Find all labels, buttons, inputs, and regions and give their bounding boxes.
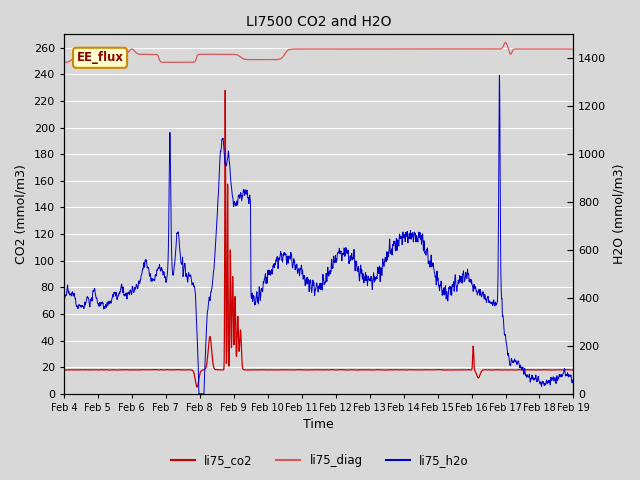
Y-axis label: H2O (mmol/m3): H2O (mmol/m3) <box>612 164 625 264</box>
Legend: li75_co2, li75_diag, li75_h2o: li75_co2, li75_diag, li75_h2o <box>166 449 474 472</box>
li75_diag <box>60 60 68 65</box>
li75_co2 <box>221 87 229 93</box>
li75_h2o <box>255 299 262 304</box>
li75_co2 <box>60 367 68 372</box>
li75_diag <box>440 46 448 52</box>
li75_diag <box>255 57 262 62</box>
li75_co2 <box>392 367 399 372</box>
li75_co2 <box>570 367 577 372</box>
li75_h2o <box>365 278 373 284</box>
li75_co2 <box>440 367 448 373</box>
li75_diag <box>479 46 487 52</box>
li75_diag <box>392 46 399 52</box>
Line: li75_diag: li75_diag <box>64 42 573 62</box>
li75_h2o <box>392 247 399 253</box>
Line: li75_h2o: li75_h2o <box>64 75 573 394</box>
li75_co2 <box>193 384 201 390</box>
X-axis label: Time: Time <box>303 419 334 432</box>
li75_h2o <box>440 287 448 293</box>
li75_h2o <box>195 391 203 396</box>
li75_co2 <box>255 367 262 373</box>
Title: LI7500 CO2 and H2O: LI7500 CO2 and H2O <box>246 15 392 29</box>
li75_diag <box>365 46 373 52</box>
li75_co2 <box>152 367 160 372</box>
li75_diag <box>570 46 577 52</box>
li75_h2o <box>570 381 577 387</box>
Text: EE_flux: EE_flux <box>77 51 124 64</box>
Line: li75_co2: li75_co2 <box>64 90 573 387</box>
li75_diag <box>152 52 160 58</box>
li75_h2o <box>479 289 487 295</box>
li75_co2 <box>366 367 374 373</box>
Y-axis label: CO2 (mmol/m3): CO2 (mmol/m3) <box>15 164 28 264</box>
li75_diag <box>502 39 509 45</box>
li75_h2o <box>60 347 68 352</box>
li75_co2 <box>479 367 487 373</box>
li75_diag <box>175 60 183 65</box>
li75_h2o <box>495 72 503 78</box>
li75_h2o <box>152 271 160 276</box>
